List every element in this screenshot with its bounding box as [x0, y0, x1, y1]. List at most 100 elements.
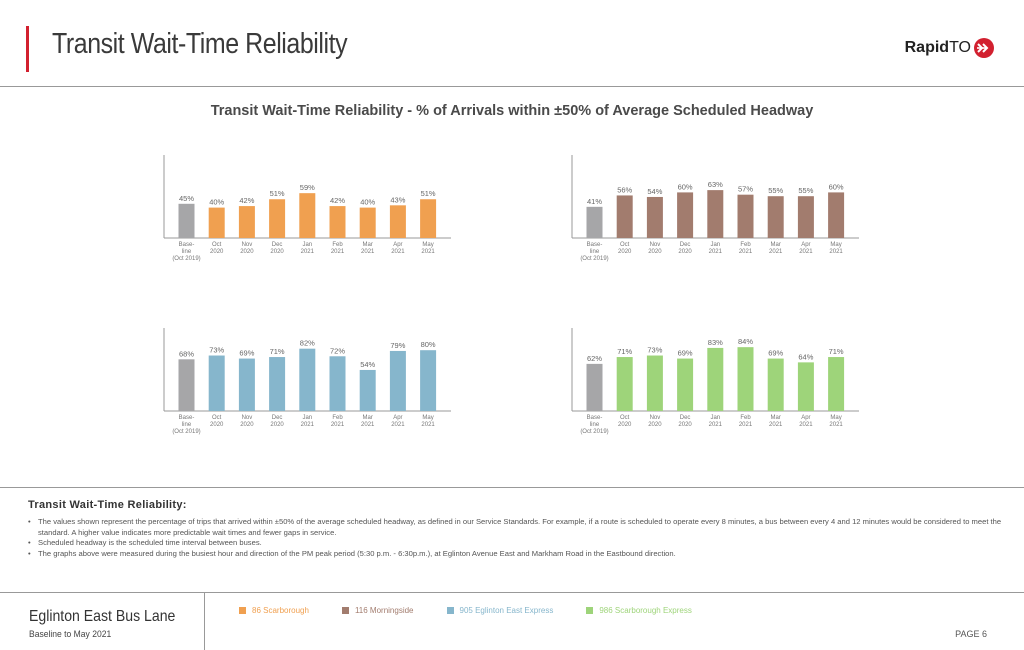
data-label: 71% — [617, 347, 632, 356]
data-label: 69% — [768, 349, 783, 358]
x-tick-label: 2021 — [361, 422, 375, 428]
x-tick-label: Jan — [302, 242, 312, 248]
x-tick-label: Dec — [272, 242, 283, 248]
data-label: 57% — [738, 185, 753, 194]
x-tick-label: Nov — [650, 242, 661, 248]
x-tick-label: Mar — [363, 242, 373, 248]
x-tick-label: 2021 — [391, 422, 405, 428]
bar — [677, 192, 694, 238]
x-tick-label: 2021 — [331, 422, 345, 428]
bar — [677, 358, 694, 411]
data-label: 68% — [179, 349, 194, 358]
data-label: 42% — [239, 196, 254, 205]
legend-swatch — [341, 607, 349, 614]
x-tick-label: line — [182, 249, 192, 255]
bar — [797, 362, 814, 411]
x-tick-label: 2021 — [709, 422, 723, 428]
bar — [646, 355, 663, 411]
x-tick-label: 2021 — [769, 422, 783, 428]
x-tick-label: Dec — [272, 415, 283, 421]
data-label: 64% — [798, 352, 813, 361]
x-tick-label: 2021 — [361, 249, 375, 255]
notes-divider — [0, 487, 1024, 488]
bar — [208, 207, 225, 238]
data-label: 54% — [647, 187, 662, 196]
data-label: 60% — [829, 182, 844, 191]
x-tick-label: May — [422, 242, 433, 248]
data-label: 62% — [587, 354, 602, 363]
x-tick-label: (Oct 2019) — [172, 429, 200, 435]
legend-label: 986 Scarborough Express — [599, 606, 692, 615]
legend-swatch — [586, 607, 594, 614]
bar — [616, 357, 633, 411]
bar — [269, 357, 286, 411]
bar — [359, 369, 376, 411]
x-tick-label: Jan — [710, 242, 720, 248]
footer-vertical-divider — [204, 593, 205, 650]
bar — [178, 203, 195, 238]
legend-item: 116 Morningside — [341, 606, 414, 615]
bar — [586, 363, 603, 411]
x-tick-label: Oct — [212, 415, 222, 421]
x-tick-label: Apr — [393, 242, 402, 248]
x-tick-label: May — [830, 415, 841, 421]
note-item: The values shown represent the percentag… — [28, 517, 1013, 538]
bar — [208, 355, 225, 411]
x-tick-label: line — [590, 249, 600, 255]
x-tick-label: 2021 — [331, 249, 345, 255]
legend-label: 116 Morningside — [354, 606, 414, 615]
x-tick-label: Base- — [587, 415, 603, 421]
bar — [299, 193, 316, 238]
legend-label: 86 Scarborough — [252, 606, 309, 615]
bar — [737, 347, 754, 411]
x-tick-label: Mar — [771, 415, 781, 421]
x-tick-label: 2020 — [210, 249, 224, 255]
data-label: 51% — [421, 189, 436, 198]
x-tick-label: 2020 — [648, 422, 662, 428]
bar — [420, 199, 437, 238]
x-tick-label: Base- — [179, 242, 195, 248]
x-tick-label: 2021 — [739, 249, 753, 255]
data-label: 63% — [708, 180, 723, 189]
data-label: 82% — [300, 339, 315, 348]
x-tick-label: Feb — [332, 242, 343, 248]
x-tick-label: 2021 — [421, 422, 435, 428]
x-tick-label: Mar — [363, 415, 373, 421]
data-label: 83% — [708, 338, 723, 347]
bar — [238, 358, 255, 411]
legend: 86 Scarborough 116 Morningside 905 Eglinto… — [239, 606, 725, 615]
x-tick-label: 2021 — [739, 422, 753, 428]
data-label: 40% — [360, 198, 375, 207]
data-label: 51% — [270, 189, 285, 198]
data-label: 72% — [330, 346, 345, 355]
footer-divider — [0, 592, 1024, 593]
data-label: 40% — [209, 198, 224, 207]
x-tick-label: Base- — [587, 242, 603, 248]
charts-title: Transit Wait-Time Reliability - % of Arr… — [210, 103, 814, 119]
x-tick-label: Nov — [242, 415, 253, 421]
bar — [359, 207, 376, 238]
x-tick-label: Oct — [212, 242, 222, 248]
x-tick-label: May — [830, 242, 841, 248]
note-item: Scheduled headway is the scheduled time … — [28, 538, 1013, 549]
bar — [586, 206, 603, 238]
bar — [269, 199, 286, 238]
data-label: 55% — [768, 186, 783, 195]
legend-item: 905 Eglinton East Express — [446, 606, 553, 615]
x-tick-label: 2020 — [210, 422, 224, 428]
bar — [389, 205, 406, 238]
x-tick-label: 2020 — [648, 249, 662, 255]
x-tick-label: Apr — [393, 415, 402, 421]
header-divider — [0, 86, 1024, 87]
x-tick-label: 2021 — [799, 422, 813, 428]
x-tick-label: line — [590, 422, 600, 428]
x-tick-label: Mar — [771, 242, 781, 248]
data-label: 60% — [678, 182, 693, 191]
data-label: 71% — [270, 347, 285, 356]
note-item: The graphs above were measured during th… — [28, 549, 1013, 560]
x-tick-label: Feb — [740, 415, 751, 421]
x-tick-label: 2021 — [799, 249, 813, 255]
x-tick-label: 2020 — [678, 249, 692, 255]
data-label: 45% — [179, 194, 194, 203]
x-tick-label: Jan — [302, 415, 312, 421]
